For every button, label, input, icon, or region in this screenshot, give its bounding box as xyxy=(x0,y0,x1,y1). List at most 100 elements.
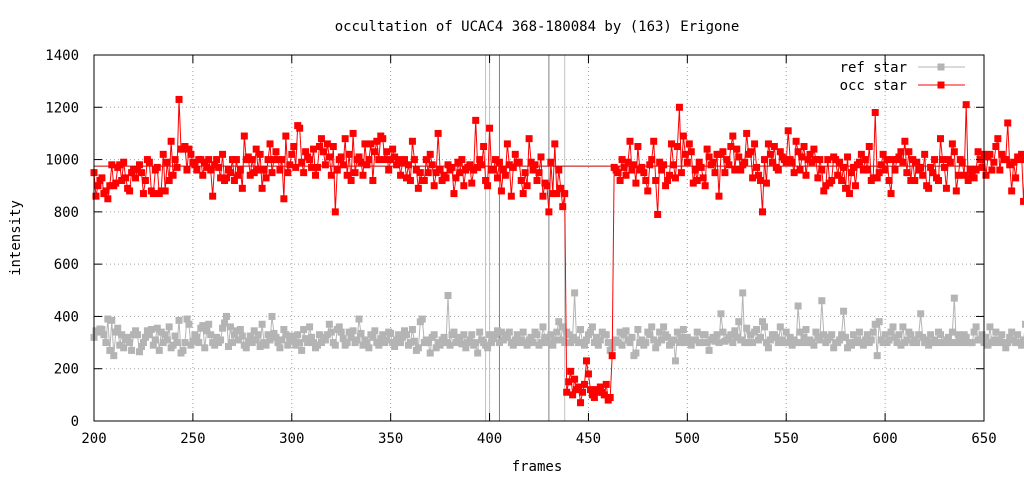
data-point-ref-star xyxy=(187,341,195,349)
data-point-ref-star xyxy=(697,339,705,347)
data-point-occ-star xyxy=(490,166,498,174)
data-point-ref-star xyxy=(266,336,274,344)
data-point-ref-star xyxy=(557,336,565,344)
data-point-occ-star xyxy=(92,192,100,200)
data-point-occ-star xyxy=(679,132,687,140)
data-point-occ-star xyxy=(511,150,519,158)
series-occ-star xyxy=(90,95,1024,407)
data-point-occ-star xyxy=(286,161,294,169)
data-point-occ-star xyxy=(662,182,670,190)
data-point-occ-star xyxy=(171,156,179,164)
data-point-occ-star xyxy=(996,166,1004,174)
data-point-occ-star xyxy=(844,153,852,161)
data-point-ref-star xyxy=(796,328,804,336)
data-point-ref-star xyxy=(923,336,931,344)
data-point-ref-star xyxy=(713,331,721,339)
data-point-occ-star xyxy=(268,169,276,177)
data-point-ref-star xyxy=(147,326,155,333)
data-point-occ-star xyxy=(563,388,571,396)
data-point-ref-star xyxy=(268,312,276,320)
data-point-ref-star xyxy=(345,328,353,336)
data-point-occ-star xyxy=(153,163,161,171)
data-point-occ-star xyxy=(1010,158,1018,166)
data-point-occ-star xyxy=(468,179,476,187)
data-point-ref-star xyxy=(794,302,802,310)
data-point-occ-star xyxy=(349,129,357,137)
data-point-occ-star xyxy=(365,156,373,164)
data-point-occ-star xyxy=(505,161,513,169)
data-point-occ-star xyxy=(606,393,614,401)
data-point-occ-star xyxy=(725,161,733,169)
data-point-occ-star xyxy=(762,179,770,187)
data-point-occ-star xyxy=(104,195,112,203)
data-point-occ-star xyxy=(582,357,590,365)
data-point-occ-star xyxy=(842,184,850,192)
data-point-ref-star xyxy=(758,318,766,326)
data-point-occ-star xyxy=(106,182,114,190)
data-point-occ-star xyxy=(209,192,217,200)
y-tick-label: 1400 xyxy=(45,48,79,64)
data-point-ref-star xyxy=(551,336,559,344)
data-point-occ-star xyxy=(899,158,907,166)
data-point-ref-star xyxy=(996,336,1004,344)
data-point-ref-star xyxy=(436,341,444,349)
data-point-ref-star xyxy=(294,331,302,339)
data-point-ref-star xyxy=(561,339,569,347)
data-point-occ-star xyxy=(681,150,689,158)
data-point-ref-star xyxy=(365,344,373,352)
data-point-occ-star xyxy=(480,143,488,150)
plot-frame xyxy=(93,54,985,422)
data-point-ref-star xyxy=(840,307,848,315)
data-point-occ-star xyxy=(312,171,320,179)
data-point-occ-star xyxy=(715,192,723,200)
data-point-ref-star xyxy=(442,339,450,347)
data-point-occ-star xyxy=(600,391,608,399)
data-point-occ-star xyxy=(614,169,622,177)
data-point-occ-star xyxy=(501,171,509,179)
data-point-occ-star xyxy=(729,132,737,140)
data-point-ref-star xyxy=(580,341,588,349)
data-point-ref-star xyxy=(270,329,278,337)
data-point-occ-star xyxy=(402,174,410,182)
data-point-occ-star xyxy=(776,148,784,156)
data-point-occ-star xyxy=(561,190,569,198)
data-point-occ-star xyxy=(207,166,215,174)
data-point-occ-star xyxy=(871,109,879,117)
data-point-occ-star xyxy=(393,161,401,169)
data-point-ref-star xyxy=(990,336,998,344)
data-point-ref-star xyxy=(731,327,739,335)
data-point-occ-star xyxy=(120,158,128,166)
data-point-occ-star xyxy=(438,176,446,184)
data-point-occ-star xyxy=(230,176,238,184)
data-point-occ-star xyxy=(545,208,553,216)
data-point-ref-star xyxy=(199,322,207,330)
data-point-ref-star xyxy=(863,331,871,339)
data-point-occ-star xyxy=(167,137,175,145)
data-point-occ-star xyxy=(747,148,755,156)
data-point-occ-star xyxy=(331,208,339,216)
data-point-occ-star xyxy=(470,166,478,174)
data-point-ref-star xyxy=(280,326,288,333)
data-point-ref-star xyxy=(867,336,875,344)
data-point-ref-star xyxy=(408,326,416,333)
data-point-occ-star xyxy=(669,161,677,169)
data-point-occ-star xyxy=(137,169,145,177)
data-point-occ-star xyxy=(240,132,248,140)
data-point-occ-star xyxy=(559,203,567,211)
data-point-ref-star xyxy=(675,339,683,347)
data-point-ref-star xyxy=(646,331,654,339)
data-point-occ-star xyxy=(175,95,183,103)
data-point-occ-star xyxy=(735,153,743,161)
data-point-occ-star xyxy=(994,135,1002,143)
data-point-occ-star xyxy=(213,156,221,164)
data-point-ref-star xyxy=(1018,341,1024,349)
data-point-occ-star xyxy=(774,166,782,174)
data-point-occ-star xyxy=(491,156,499,164)
data-point-occ-star xyxy=(580,380,588,388)
data-point-ref-star xyxy=(126,339,134,347)
data-point-ref-star xyxy=(816,336,824,344)
data-point-ref-star xyxy=(228,339,236,347)
data-point-ref-star xyxy=(1020,336,1024,344)
data-point-occ-star xyxy=(632,179,640,187)
data-point-ref-star xyxy=(359,341,367,349)
